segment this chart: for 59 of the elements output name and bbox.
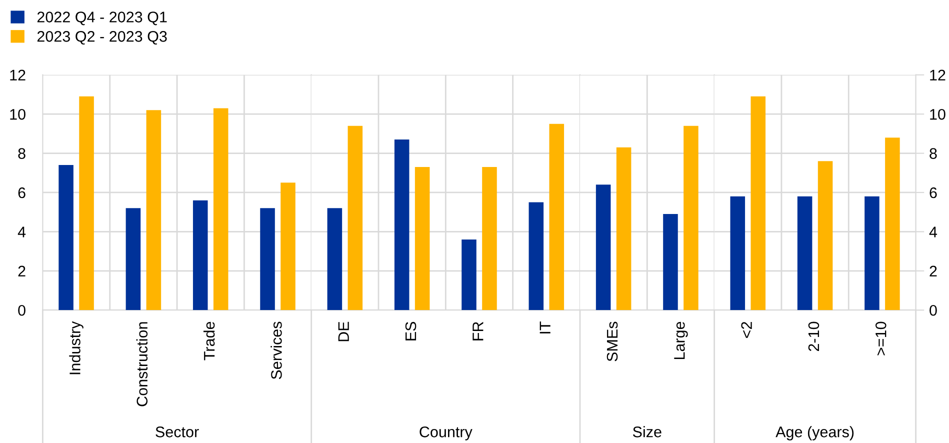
bar: [213, 108, 228, 310]
x-tick-label: Services: [270, 322, 282, 380]
bar: [528, 202, 544, 310]
x-axis-title: Size: [632, 426, 662, 438]
x-tick-label: 2-10: [808, 322, 820, 352]
bar: [482, 167, 497, 310]
y-tick-label: 8: [18, 148, 26, 159]
legend-label: 2023 Q2 - 2023 Q3: [37, 31, 167, 45]
bar: [684, 126, 698, 310]
y-tick-label: 6: [18, 187, 26, 198]
bar: [280, 182, 296, 310]
x-tick-label: IT: [540, 322, 550, 334]
x-tick-label: DE: [338, 322, 349, 342]
y-tick-label: 0: [930, 304, 937, 316]
bar: [663, 214, 678, 310]
bar: [730, 196, 746, 310]
x-tick-label: >=10: [875, 322, 886, 356]
x-tick-label: FR: [472, 322, 484, 340]
y-tick-label: 12: [930, 70, 946, 80]
bar: [596, 184, 611, 310]
x-tick-label: Construction: [136, 322, 148, 406]
y-tick-label: 6: [930, 187, 937, 198]
y-tick-label: 12: [10, 70, 26, 80]
y-tick-label: 10: [930, 108, 946, 120]
bar: [126, 208, 141, 310]
bar: [146, 110, 162, 310]
bar: [616, 147, 632, 310]
y-tick-label: 4: [929, 226, 938, 238]
x-tick-label: SMEs: [606, 322, 618, 362]
bar: [549, 124, 564, 310]
bar: [58, 165, 74, 310]
y-tick-label: 4: [18, 226, 26, 238]
x-axis-title: Sector: [156, 426, 199, 438]
bar: [462, 240, 476, 310]
bar: [394, 140, 410, 310]
bar: [750, 96, 766, 310]
y-tick-label: 2: [18, 266, 26, 276]
x-tick-label: Trade: [203, 322, 215, 360]
legend-label: 2022 Q4 - 2023 Q1: [37, 12, 167, 26]
bar: [414, 167, 430, 310]
x-tick-label: Large: [674, 322, 688, 360]
x-tick-label: ES: [405, 322, 416, 340]
bar: [327, 208, 342, 310]
bar: [260, 208, 275, 310]
y-tick-label: 0: [18, 304, 26, 316]
bar: [79, 96, 94, 310]
bar: [348, 126, 363, 310]
bar: [885, 138, 900, 310]
x-axis-title: Age (years): [776, 426, 854, 440]
bar: [797, 196, 812, 310]
bar: [864, 196, 880, 310]
x-tick-label: Industry: [69, 321, 84, 374]
x-tick-label: <2: [741, 322, 752, 338]
y-tick-label: 2: [930, 266, 937, 276]
bar: [192, 200, 208, 310]
y-tick-label: 10: [10, 108, 26, 120]
x-axis-title: Country: [420, 426, 472, 440]
y-tick-label: 8: [930, 148, 937, 159]
bar: [818, 161, 833, 310]
